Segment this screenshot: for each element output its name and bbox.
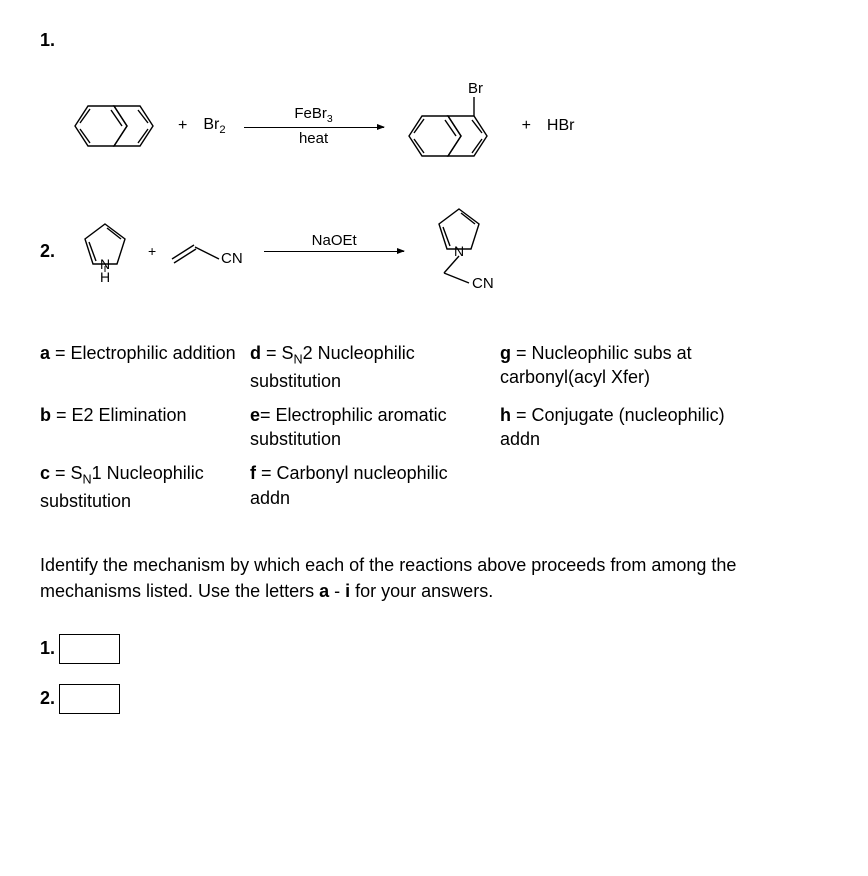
byproduct-hbr: HBr	[547, 117, 575, 135]
arrow1-top: FeBr3	[294, 105, 332, 125]
answer-input-1[interactable]	[59, 634, 120, 664]
arrow1-bottom: heat	[299, 130, 328, 147]
cn-label-2: CN	[472, 275, 494, 292]
legend-d: d = SN2 Nucleophilic substitution	[250, 341, 490, 393]
answer-label-1: 1.	[40, 638, 55, 659]
bromonaphthalene-icon: Br	[394, 81, 514, 171]
instructions-text: Identify the mechanism by which each of …	[40, 553, 828, 603]
reaction-arrow-1: FeBr3 heat	[244, 105, 384, 147]
product-2-icon: N CN	[414, 201, 544, 301]
acrylonitrile-icon: CN	[164, 231, 254, 271]
answer-row-1: 1.	[40, 634, 828, 664]
legend-c: c = SN1 Nucleophilic substitution	[40, 461, 240, 513]
legend-b: b = E2 Elimination	[40, 403, 240, 452]
arrow2-top: NaOEt	[312, 232, 357, 249]
mechanism-legend: a = Electrophilic addition d = SN2 Nucle…	[40, 341, 828, 513]
plus-2: +	[148, 243, 156, 259]
pyrrole-icon: N H	[70, 216, 140, 286]
legend-h: h = Conjugate (nucleophilic) addn	[500, 403, 760, 452]
reaction-2-scheme: 2. N H + CN NaOEt	[40, 201, 828, 301]
answer-row-2: 2.	[40, 684, 828, 714]
legend-f: f = Carbonyl nucleophilic addn	[250, 461, 490, 513]
question-number-1: 1.	[40, 30, 70, 51]
reaction-1: 1.	[40, 30, 828, 51]
reagent-br2: Br2	[203, 116, 225, 136]
answer-input-2[interactable]	[59, 684, 120, 714]
reaction-1-scheme: + Br2 FeBr3 heat Br + HBr	[60, 81, 828, 171]
question-number-2: 2.	[40, 241, 70, 262]
br-label: Br	[468, 81, 483, 97]
naphthalene-icon	[60, 96, 170, 156]
plus-1a: +	[178, 117, 187, 135]
reaction-arrow-2: NaOEt	[264, 232, 404, 271]
answer-label-2: 2.	[40, 688, 55, 709]
legend-g: g = Nucleophilic subs at carbonyl(acyl X…	[500, 341, 760, 393]
n-label-2: N	[454, 243, 464, 259]
legend-a: a = Electrophilic addition	[40, 341, 240, 393]
cn-label-1: CN	[221, 250, 243, 267]
plus-1b: +	[522, 117, 531, 135]
legend-e: e= Electrophilic aromatic substitution	[250, 403, 490, 452]
